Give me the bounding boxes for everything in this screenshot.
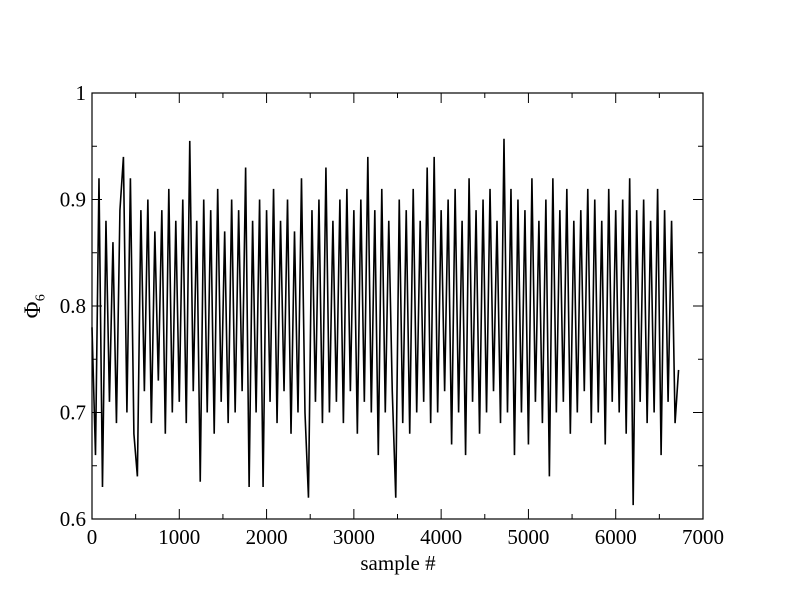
y-tick-label: 1 bbox=[76, 81, 87, 105]
y-axis-label: Φ₆ bbox=[20, 294, 45, 319]
x-tick-label: 4000 bbox=[420, 525, 462, 549]
x-tick-label: 1000 bbox=[158, 525, 200, 549]
x-axis-label: sample # bbox=[360, 551, 436, 575]
x-tick-label: 7000 bbox=[682, 525, 724, 549]
y-tick-label: 0.7 bbox=[60, 401, 86, 425]
y-tick-label: 0.9 bbox=[60, 188, 86, 212]
data-line bbox=[91, 138, 680, 506]
y-tick-label: 0.6 bbox=[60, 507, 86, 531]
x-tick-label: 5000 bbox=[507, 525, 549, 549]
x-tick-label: 3000 bbox=[333, 525, 375, 549]
x-tick-label: 0 bbox=[87, 525, 98, 549]
y-tick-label: 0.8 bbox=[60, 294, 86, 318]
x-tick-label: 2000 bbox=[246, 525, 288, 549]
x-tick-label: 6000 bbox=[595, 525, 637, 549]
